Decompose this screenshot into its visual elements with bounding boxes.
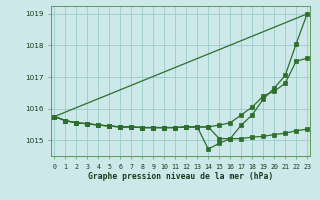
X-axis label: Graphe pression niveau de la mer (hPa): Graphe pression niveau de la mer (hPa) bbox=[88, 172, 273, 181]
